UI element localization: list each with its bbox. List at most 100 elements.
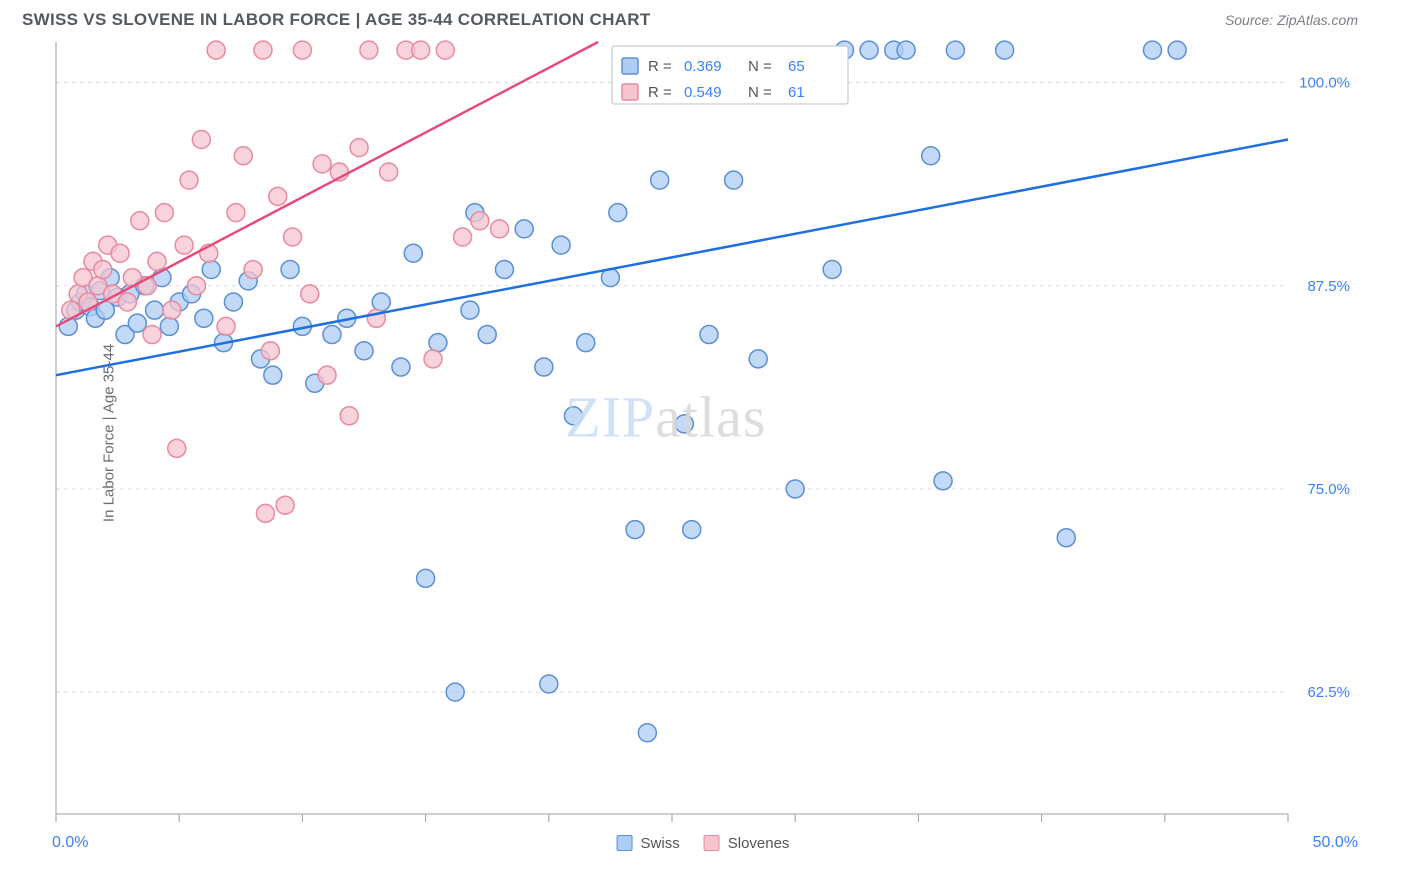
- data-point: [313, 155, 331, 173]
- data-point: [675, 415, 693, 433]
- svg-text:65: 65: [788, 58, 805, 75]
- data-point: [318, 366, 336, 384]
- legend-swatch: [704, 835, 720, 851]
- data-point: [187, 277, 205, 295]
- data-point: [564, 407, 582, 425]
- bottom-axis-row: 0.0% Swiss Slovenes 50.0%: [0, 828, 1406, 852]
- data-point: [540, 675, 558, 693]
- legend-swatch: [617, 835, 633, 851]
- chart-title: SWISS VS SLOVENE IN LABOR FORCE | AGE 35…: [22, 10, 651, 30]
- data-point: [996, 41, 1014, 59]
- legend-label: Slovenes: [728, 835, 790, 852]
- data-point: [683, 521, 701, 539]
- data-point: [404, 244, 422, 262]
- data-point: [202, 261, 220, 279]
- svg-text:R =: R =: [648, 58, 672, 75]
- data-point: [227, 204, 245, 222]
- data-point: [392, 358, 410, 376]
- y-tick-label: 75.0%: [1307, 481, 1350, 498]
- svg-text:61: 61: [788, 84, 805, 101]
- data-point: [323, 326, 341, 344]
- data-point: [355, 342, 373, 360]
- x-axis-max-label: 50.0%: [1313, 834, 1358, 852]
- data-point: [118, 293, 136, 311]
- data-point: [725, 171, 743, 189]
- data-point: [417, 569, 435, 587]
- data-point: [224, 293, 242, 311]
- data-point: [478, 326, 496, 344]
- data-point: [515, 220, 533, 238]
- data-point: [350, 139, 368, 157]
- data-point: [244, 261, 262, 279]
- data-point: [146, 301, 164, 319]
- data-point: [180, 171, 198, 189]
- data-point: [446, 683, 464, 701]
- chart-container: In Labor Force | Age 35-44 62.5% 75.0% 87.…: [52, 38, 1358, 828]
- data-point: [301, 285, 319, 303]
- data-point: [626, 521, 644, 539]
- legend-item: Swiss: [617, 835, 680, 852]
- header-row: SWISS VS SLOVENE IN LABOR FORCE | AGE 35…: [0, 0, 1406, 38]
- data-point: [284, 228, 302, 246]
- data-point: [281, 261, 299, 279]
- svg-text:N =: N =: [748, 84, 772, 101]
- data-point: [651, 171, 669, 189]
- data-point: [160, 317, 178, 335]
- data-point: [128, 314, 146, 332]
- data-point: [1143, 41, 1161, 59]
- data-point: [256, 504, 274, 522]
- data-point: [131, 212, 149, 230]
- data-point: [495, 261, 513, 279]
- y-tick-label: 87.5%: [1307, 278, 1350, 295]
- data-point: [471, 212, 489, 230]
- data-point: [175, 236, 193, 254]
- data-point: [922, 147, 940, 165]
- data-point: [412, 41, 430, 59]
- stats-legend: R =0.369N =65R =0.549N =61: [612, 46, 848, 104]
- data-point: [609, 204, 627, 222]
- data-point: [786, 480, 804, 498]
- data-point: [261, 342, 279, 360]
- data-point: [638, 724, 656, 742]
- data-point: [340, 407, 358, 425]
- svg-text:0.549: 0.549: [684, 84, 722, 101]
- data-point: [195, 309, 213, 327]
- data-point: [143, 326, 161, 344]
- data-point: [293, 41, 311, 59]
- data-point: [424, 350, 442, 368]
- data-point: [264, 366, 282, 384]
- y-axis-label: In Labor Force | Age 35-44: [101, 344, 118, 522]
- data-point: [535, 358, 553, 376]
- legend-label: Swiss: [641, 835, 680, 852]
- data-point: [168, 439, 186, 457]
- data-point: [360, 41, 378, 59]
- svg-text:N =: N =: [748, 58, 772, 75]
- data-point: [1057, 529, 1075, 547]
- data-point: [380, 163, 398, 181]
- data-point: [491, 220, 509, 238]
- y-tick-label: 62.5%: [1307, 684, 1350, 701]
- data-point: [94, 261, 112, 279]
- data-point: [234, 147, 252, 165]
- data-point: [897, 41, 915, 59]
- data-point: [269, 187, 287, 205]
- data-point: [207, 41, 225, 59]
- data-point: [1168, 41, 1186, 59]
- legend-item: Slovenes: [704, 835, 790, 852]
- data-point: [254, 41, 272, 59]
- data-point: [700, 326, 718, 344]
- data-point: [461, 301, 479, 319]
- x-axis-min-label: 0.0%: [52, 834, 88, 852]
- y-tick-label: 100.0%: [1299, 75, 1350, 92]
- data-point: [163, 301, 181, 319]
- data-point: [860, 41, 878, 59]
- data-point: [552, 236, 570, 254]
- data-point: [577, 334, 595, 352]
- legend: Swiss Slovenes: [617, 835, 790, 852]
- data-point: [454, 228, 472, 246]
- data-point: [217, 317, 235, 335]
- data-point: [148, 252, 166, 270]
- data-point: [429, 334, 447, 352]
- svg-text:R =: R =: [648, 84, 672, 101]
- data-point: [192, 131, 210, 149]
